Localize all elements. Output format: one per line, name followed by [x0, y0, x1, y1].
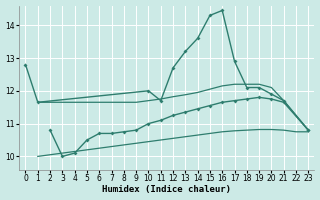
- X-axis label: Humidex (Indice chaleur): Humidex (Indice chaleur): [102, 185, 231, 194]
